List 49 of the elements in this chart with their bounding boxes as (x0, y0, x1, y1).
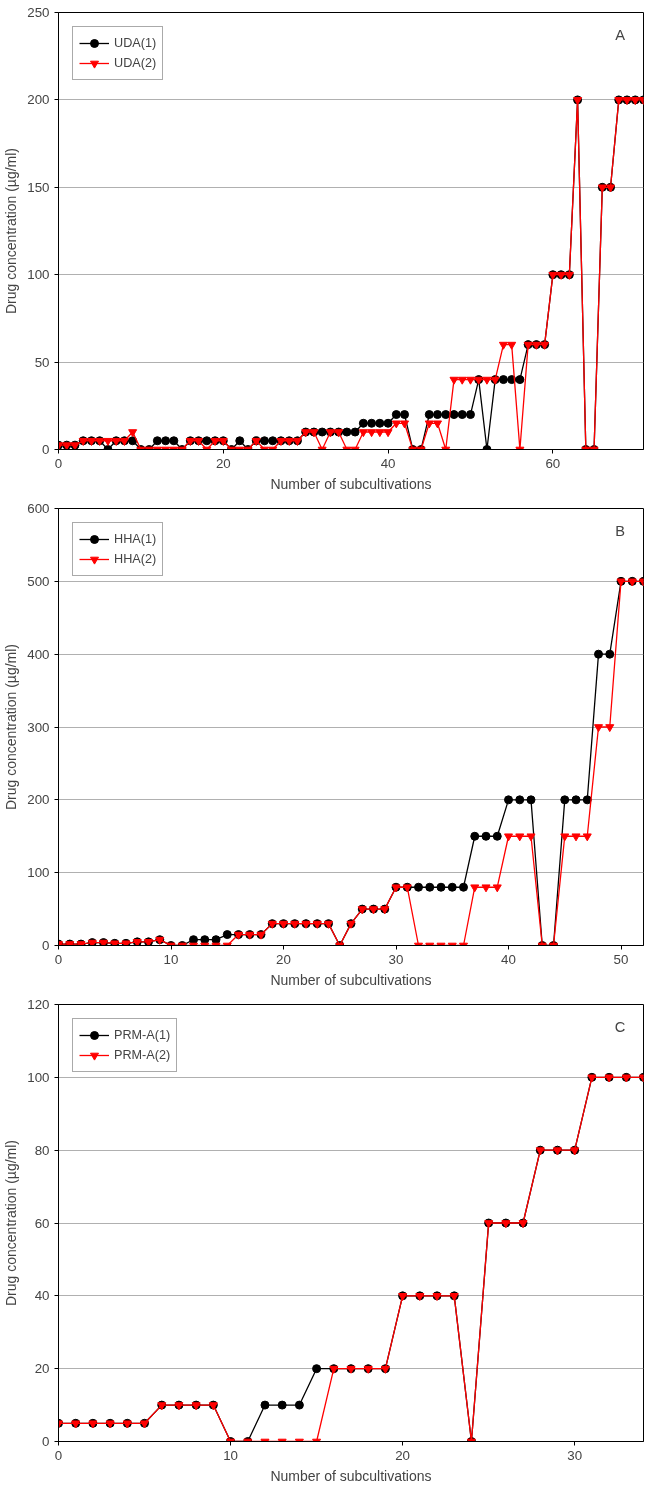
y-tick-label: 100 (27, 865, 50, 881)
y-tick-label: 60 (34, 1215, 50, 1231)
y-tick-label: 0 (42, 442, 50, 457)
y-tick-label: 400 (27, 646, 50, 662)
legend-label: PRM-A(2) (114, 1048, 171, 1062)
legend-label: UDA(1) (114, 36, 157, 50)
y-axis-title: Drug concentration (µg/ml) (3, 147, 20, 315)
x-tick-label: 10 (223, 1447, 238, 1463)
x-tick-label: 0 (54, 951, 63, 967)
x-tick-label: 40 (501, 951, 516, 967)
y-tick-label: 120 (27, 997, 50, 1012)
y-tick-label: 80 (34, 1142, 50, 1158)
annotation: C (614, 1019, 626, 1036)
x-tick-label: 20 (276, 951, 291, 967)
y-axis-title: Drug concentration (µg/ml) (3, 1139, 20, 1307)
legend-label: UDA(2) (114, 56, 157, 70)
y-tick-label: 50 (34, 354, 50, 370)
x-tick-label: 30 (567, 1447, 583, 1463)
x-tick-label: 30 (388, 951, 404, 967)
y-tick-label: 250 (27, 5, 50, 20)
y-tick-label: 20 (34, 1361, 50, 1377)
y-tick-label: 600 (27, 501, 50, 516)
y-tick-label: 100 (27, 1069, 50, 1085)
x-tick-label: 20 (215, 455, 231, 471)
y-tick-label: 0 (42, 938, 50, 953)
x-tick-label: 20 (395, 1447, 411, 1463)
x-tick-label: 0 (54, 455, 63, 471)
legend-label: PRM-A(1) (114, 1028, 171, 1042)
x-tick-label: 10 (163, 951, 179, 967)
legend-label: HHA(1) (114, 532, 157, 546)
x-tick-label: 40 (380, 455, 396, 471)
legend-label: HHA(2) (114, 552, 157, 566)
annotation: A (615, 27, 626, 44)
y-tick-label: 200 (27, 92, 50, 108)
x-tick-label: 60 (545, 455, 561, 471)
annotation: B (615, 523, 625, 540)
x-tick-label: 50 (613, 951, 629, 967)
x-axis-title: Number of subcultivations (270, 971, 432, 988)
x-axis-title: Number of subcultivations (270, 1467, 432, 1484)
y-tick-label: 40 (34, 1288, 50, 1304)
y-tick-label: 150 (27, 179, 50, 195)
x-axis-title: Number of subcultivations (270, 475, 432, 492)
y-tick-label: 0 (42, 1434, 50, 1449)
y-axis-title: Drug concentration (µg/ml) (3, 643, 20, 811)
x-tick-label: 0 (54, 1447, 63, 1463)
y-tick-label: 100 (27, 267, 50, 283)
y-tick-label: 200 (27, 792, 50, 808)
y-tick-label: 300 (27, 719, 50, 735)
y-tick-label: 500 (27, 573, 50, 589)
